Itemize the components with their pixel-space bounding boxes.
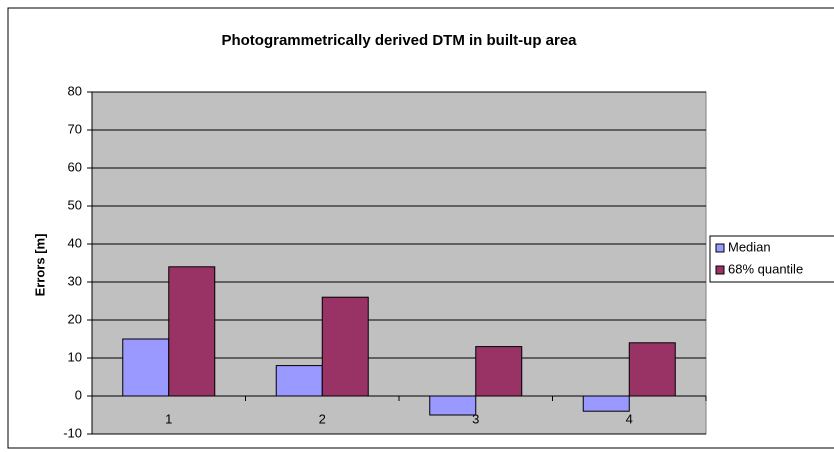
bar (582, 395, 630, 412)
y-tick-label: 20 (68, 311, 82, 326)
y-tick-label: -10 (63, 425, 82, 440)
y-tick-label: 70 (68, 121, 82, 136)
bar (475, 346, 523, 397)
legend-label: Median (728, 239, 771, 254)
y-axis-label: Errors [m] (32, 234, 47, 297)
y-tick-label: 60 (68, 159, 82, 174)
x-tick-label: 3 (472, 411, 479, 426)
legend-box (709, 235, 834, 283)
bar (429, 395, 477, 416)
y-tick-label: 10 (68, 349, 82, 364)
x-tick-label: 2 (319, 411, 326, 426)
bar (275, 365, 323, 397)
bar (168, 266, 216, 397)
x-tick-label: 1 (165, 411, 172, 426)
x-tick-label: 4 (626, 411, 633, 426)
legend-swatch (715, 243, 725, 253)
legend-swatch (715, 265, 725, 275)
bar (628, 342, 676, 397)
y-tick-label: 30 (68, 273, 82, 288)
bar (321, 296, 369, 397)
legend-label: 68% quantile (728, 261, 803, 276)
y-tick-label: 50 (68, 197, 82, 212)
y-tick-label: 40 (68, 235, 82, 250)
y-tick-label: 0 (75, 387, 82, 402)
bar (122, 338, 170, 397)
y-tick-label: 80 (68, 83, 82, 98)
chart-title: Photogrammetrically derived DTM in built… (221, 32, 577, 49)
